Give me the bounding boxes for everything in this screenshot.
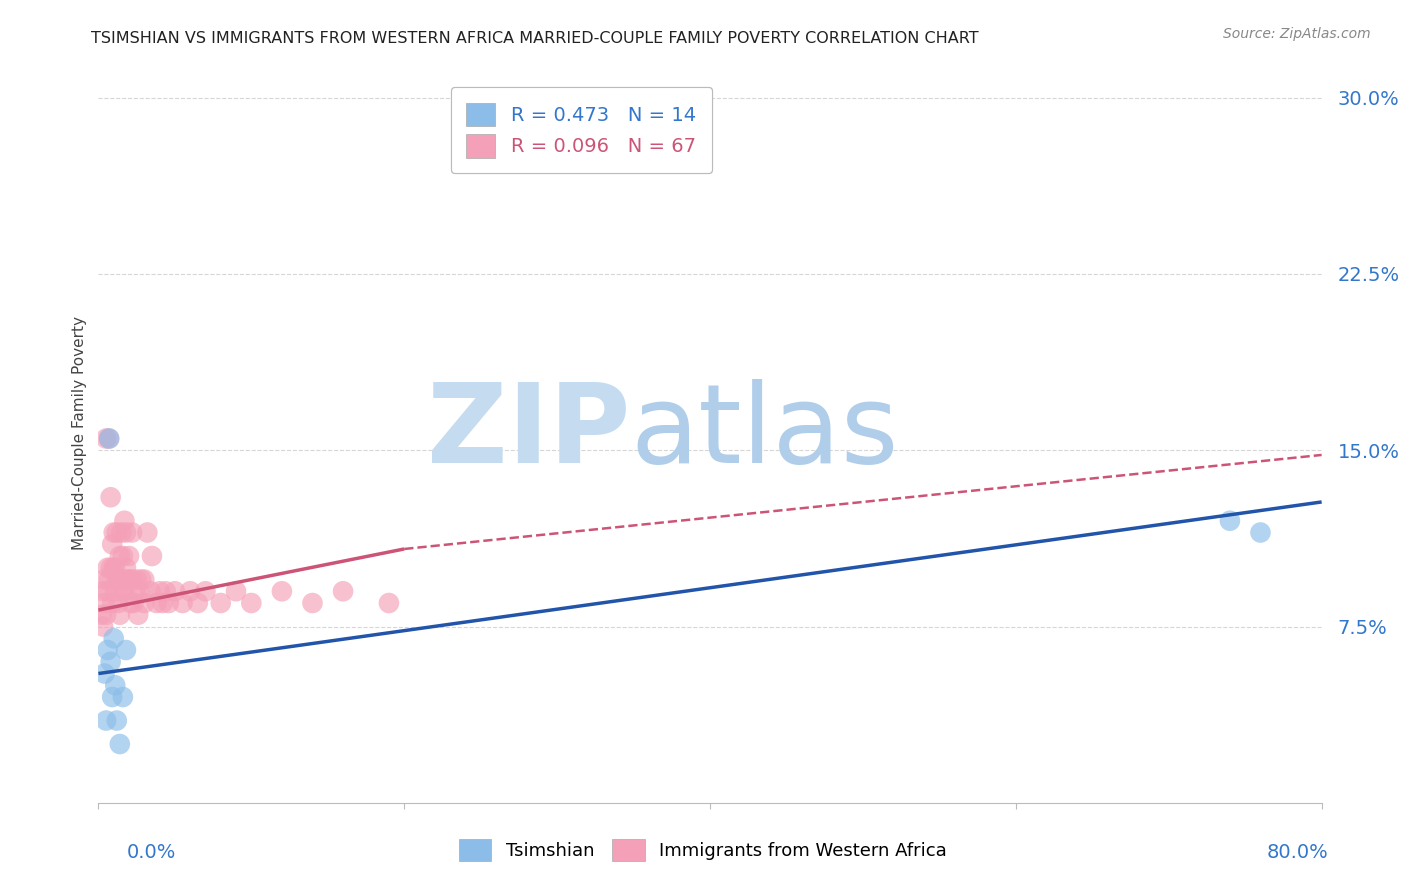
Point: [141, 549, 163, 563]
Point: [105, 714, 128, 728]
Point: [112, 514, 135, 528]
Point: [97, 643, 120, 657]
Point: [97, 561, 120, 575]
Point: [118, 573, 141, 587]
Point: [94, 607, 117, 622]
Point: [301, 596, 323, 610]
Point: [157, 596, 180, 610]
Point: [98, 432, 121, 446]
Point: [97, 584, 120, 599]
Point: [103, 561, 125, 575]
Point: [187, 596, 209, 610]
Point: [117, 573, 139, 587]
Point: [107, 573, 129, 587]
Point: [104, 561, 127, 575]
Point: [90, 607, 112, 622]
Point: [145, 596, 167, 610]
Point: [108, 737, 131, 751]
Point: [110, 525, 132, 540]
Point: [104, 584, 127, 599]
Point: [91, 584, 114, 599]
Point: [225, 584, 247, 599]
Text: ZIP: ZIP: [427, 379, 630, 486]
Point: [121, 573, 143, 587]
Point: [108, 607, 131, 622]
Point: [103, 632, 125, 646]
Point: [332, 584, 354, 599]
Point: [120, 596, 142, 610]
Text: TSIMSHIAN VS IMMIGRANTS FROM WESTERN AFRICA MARRIED-COUPLE FAMILY POVERTY CORREL: TSIMSHIAN VS IMMIGRANTS FROM WESTERN AFR…: [91, 31, 979, 46]
Point: [105, 573, 128, 587]
Text: 80.0%: 80.0%: [1267, 843, 1329, 862]
Point: [101, 690, 124, 704]
Point: [124, 584, 146, 599]
Text: 0.0%: 0.0%: [127, 843, 176, 862]
Point: [129, 573, 152, 587]
Point: [163, 584, 186, 599]
Point: [122, 596, 145, 610]
Point: [240, 596, 263, 610]
Point: [270, 584, 292, 599]
Point: [104, 678, 127, 692]
Point: [155, 584, 177, 599]
Point: [100, 655, 122, 669]
Point: [93, 573, 115, 587]
Text: Source: ZipAtlas.com: Source: ZipAtlas.com: [1223, 27, 1371, 41]
Point: [139, 584, 162, 599]
Point: [121, 525, 143, 540]
Point: [94, 432, 117, 446]
Point: [136, 525, 159, 540]
Point: [134, 573, 156, 587]
Point: [111, 690, 134, 704]
Point: [101, 537, 124, 551]
Point: [107, 596, 129, 610]
Point: [111, 549, 134, 563]
Y-axis label: Married-Couple Family Poverty: Married-Couple Family Poverty: [72, 316, 87, 549]
Point: [1219, 514, 1241, 528]
Point: [134, 596, 156, 610]
Point: [127, 607, 149, 622]
Point: [125, 573, 148, 587]
Point: [105, 525, 128, 540]
Point: [91, 619, 114, 633]
Point: [152, 596, 174, 610]
Point: [118, 549, 141, 563]
Point: [108, 549, 131, 563]
Point: [115, 643, 138, 657]
Point: [194, 584, 217, 599]
Point: [98, 573, 121, 587]
Legend: R = 0.473   N = 14, R = 0.096   N = 67: R = 0.473 N = 14, R = 0.096 N = 67: [451, 87, 711, 173]
Point: [209, 596, 232, 610]
Point: [93, 666, 115, 681]
Point: [100, 490, 122, 504]
Point: [1249, 525, 1271, 540]
Point: [112, 584, 135, 599]
Point: [111, 584, 134, 599]
Point: [110, 573, 132, 587]
Point: [100, 561, 122, 575]
Point: [115, 525, 138, 540]
Point: [93, 596, 115, 610]
Point: [172, 596, 194, 610]
Point: [128, 584, 150, 599]
Legend: Tsimshian, Immigrants from Western Africa: Tsimshian, Immigrants from Western Afric…: [446, 827, 960, 874]
Point: [103, 525, 125, 540]
Point: [94, 714, 117, 728]
Point: [149, 584, 172, 599]
Point: [179, 584, 201, 599]
Point: [115, 561, 138, 575]
Point: [378, 596, 401, 610]
Point: [98, 432, 121, 446]
Point: [101, 596, 124, 610]
Text: atlas: atlas: [630, 379, 898, 486]
